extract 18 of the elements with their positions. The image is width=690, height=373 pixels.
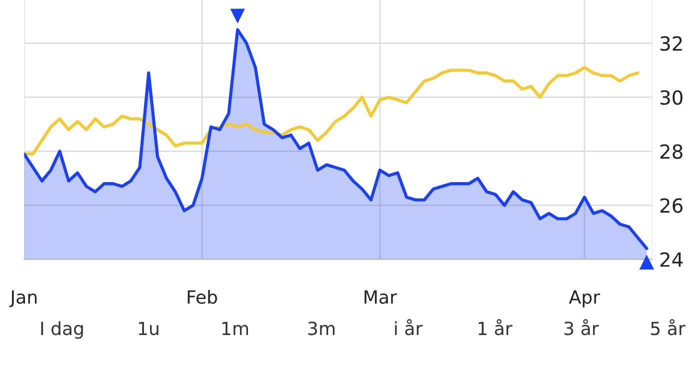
line-series: [24, 66, 640, 156]
y-tick-label: 28: [660, 144, 682, 159]
text: i år: [395, 319, 423, 336]
text: I dag: [41, 321, 83, 339]
y-tick-label: 32: [660, 36, 682, 51]
text: 1 år: [478, 319, 512, 336]
y-tick-label: 24: [660, 252, 683, 267]
x-tick-label: Feb: [188, 290, 218, 304]
x-tick-label: Apr: [568, 290, 600, 308]
x-tick-label: Mar: [364, 290, 397, 304]
text: 3m: [308, 322, 335, 336]
y-tick-label: 26: [660, 198, 683, 213]
x-tick-label: Jan: [9, 290, 37, 308]
y-tick-label: 30: [660, 90, 682, 105]
text: 1u: [139, 322, 158, 336]
text: 5 år: [651, 319, 686, 336]
text: 3 år: [564, 319, 599, 336]
text: 1m: [222, 322, 248, 335]
